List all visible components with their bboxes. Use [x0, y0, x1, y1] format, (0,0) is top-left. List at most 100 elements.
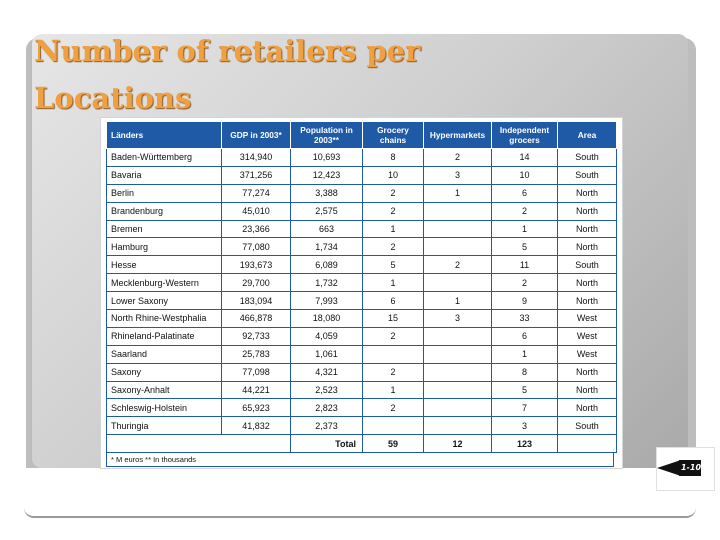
table-cell: 4,321: [290, 362, 363, 382]
table-cell: Rhineland-Palatinate: [106, 326, 222, 346]
table-cell: 2: [362, 237, 424, 257]
table-cell: Lower Saxony: [106, 291, 222, 311]
table-cell: 1,732: [290, 273, 363, 293]
table-cell: 8: [491, 362, 558, 382]
slide-title-line-1: Number of retailers per: [34, 34, 421, 68]
retailers-table-card: Länders GDP in 2003* Population in 2003*…: [100, 117, 623, 469]
retailers-table: Länders GDP in 2003* Population in 2003*…: [106, 121, 617, 454]
table-cell: Thuringia: [106, 416, 222, 436]
table-cell: North Rhine-Westphalia: [106, 309, 222, 328]
table-cell: 8: [362, 148, 424, 167]
table-cell: 65,923: [221, 398, 291, 418]
table-cell: 183,094: [221, 291, 291, 311]
table-cell: Bavaria: [106, 165, 222, 185]
table-row: Thuringia 41,832 2,373 3 South: [106, 416, 617, 436]
table-cell: South: [557, 416, 617, 436]
total-blank-cell: [106, 434, 291, 454]
table-cell: 2: [362, 326, 424, 346]
table-cell: [423, 219, 492, 239]
table-cell: 314,940: [221, 148, 291, 167]
table-row: Bremen 23,366 663 1 1 North: [106, 219, 617, 239]
table-cell: Hamburg: [106, 237, 222, 257]
table-cell: [423, 344, 492, 364]
table-cell: North: [557, 273, 617, 293]
slide-title-line-2: Locations: [34, 81, 192, 115]
table-cell: 2: [362, 362, 424, 382]
table-cell: Baden-Württemberg: [106, 148, 222, 167]
table-cell: 2,823: [290, 398, 363, 418]
table-cell: North: [557, 291, 617, 311]
table-cell: 44,221: [221, 380, 291, 400]
table-cell: 29,700: [221, 273, 291, 293]
table-cell: North: [557, 362, 617, 382]
table-cell: 2,575: [290, 201, 363, 221]
table-row: Saarland 25,783 1,061 1 West: [106, 344, 617, 364]
table-row: North Rhine-Westphalia 466,878 18,080 15 3 33…: [106, 309, 617, 328]
table-cell: 23,366: [221, 219, 291, 239]
table-cell: 3: [423, 165, 492, 185]
table-cell: North: [557, 398, 617, 418]
column-header: Independent grocers: [491, 121, 558, 149]
table-row: Lower Saxony 183,094 7,993 6 1 9 North: [106, 291, 617, 311]
table-header-row: Länders GDP in 2003* Population in 2003*…: [106, 121, 617, 149]
page-arrow-body: [679, 460, 701, 476]
table-cell: 1: [423, 183, 492, 203]
table-cell: 3: [491, 416, 558, 436]
table-row: Schleswig-Holstein 65,923 2,823 2 7 North: [106, 398, 617, 418]
table-cell: 77,098: [221, 362, 291, 382]
table-cell: [423, 326, 492, 346]
column-header: Hypermarkets: [423, 121, 492, 149]
table-cell: 25,783: [221, 344, 291, 364]
table-row: Saxony 77,098 4,321 2 8 North: [106, 362, 617, 382]
table-cell: North: [557, 219, 617, 239]
table-cell: [423, 237, 492, 257]
table-cell: 33: [491, 309, 558, 328]
table-row: Mecklenburg-Western 29,700 1,732 1 2 North: [106, 273, 617, 293]
table-cell: 371,256: [221, 165, 291, 185]
table-row: Bavaria 371,256 12,423 10 3 10 South: [106, 165, 617, 185]
table-cell: 4,059: [290, 326, 363, 346]
slide-title: Number of retailers per Locations: [34, 28, 554, 122]
total-area-blank: [557, 434, 617, 454]
table-cell: 77,080: [221, 237, 291, 257]
table-cell: 193,673: [221, 255, 291, 275]
table-cell: 2: [362, 201, 424, 221]
table-cell: 2,523: [290, 380, 363, 400]
table-cell: 10: [362, 165, 424, 185]
column-header: Area: [557, 121, 617, 149]
table-cell: 92,733: [221, 326, 291, 346]
table-cell: 12,423: [290, 165, 363, 185]
table-cell: 2,373: [290, 416, 363, 436]
table-cell: 14: [491, 148, 558, 167]
table-cell: 11: [491, 255, 558, 275]
table-cell: North: [557, 237, 617, 257]
table-row: Hesse 193,673 6,089 5 2 11 South: [106, 255, 617, 275]
table-cell: [362, 416, 424, 436]
table-cell: South: [557, 255, 617, 275]
total-label: Total: [290, 434, 363, 454]
table-cell: 5: [362, 255, 424, 275]
table-cell: South: [557, 148, 617, 167]
table-cell: Saarland: [106, 344, 222, 364]
table-cell: 1: [423, 291, 492, 311]
table-row: Hamburg 77,080 1,734 2 5 North: [106, 237, 617, 257]
table-cell: 6,089: [290, 255, 363, 275]
table-cell: North: [557, 201, 617, 221]
table-total-row: Total 59 12 123: [106, 434, 617, 454]
table-cell: West: [557, 326, 617, 346]
table-cell: Saxony: [106, 362, 222, 382]
table-cell: 1: [362, 273, 424, 293]
table-cell: 18,080: [290, 309, 363, 328]
table-cell: 1: [362, 380, 424, 400]
table-row: Brandenburg 45,010 2,575 2 2 North: [106, 201, 617, 221]
table-cell: 2: [423, 255, 492, 275]
table-cell: [423, 398, 492, 418]
table-cell: Mecklenburg-Western: [106, 273, 222, 293]
table-cell: 7: [491, 398, 558, 418]
table-row: Baden-Württemberg 314,940 10,693 8 2 14 South: [106, 148, 617, 167]
table-row: Saxony-Anhalt 44,221 2,523 1 5 North: [106, 380, 617, 400]
table-cell: 9: [491, 291, 558, 311]
table-cell: 5: [491, 380, 558, 400]
table-cell: Hesse: [106, 255, 222, 275]
total-grocery-chains: 59: [362, 434, 424, 454]
